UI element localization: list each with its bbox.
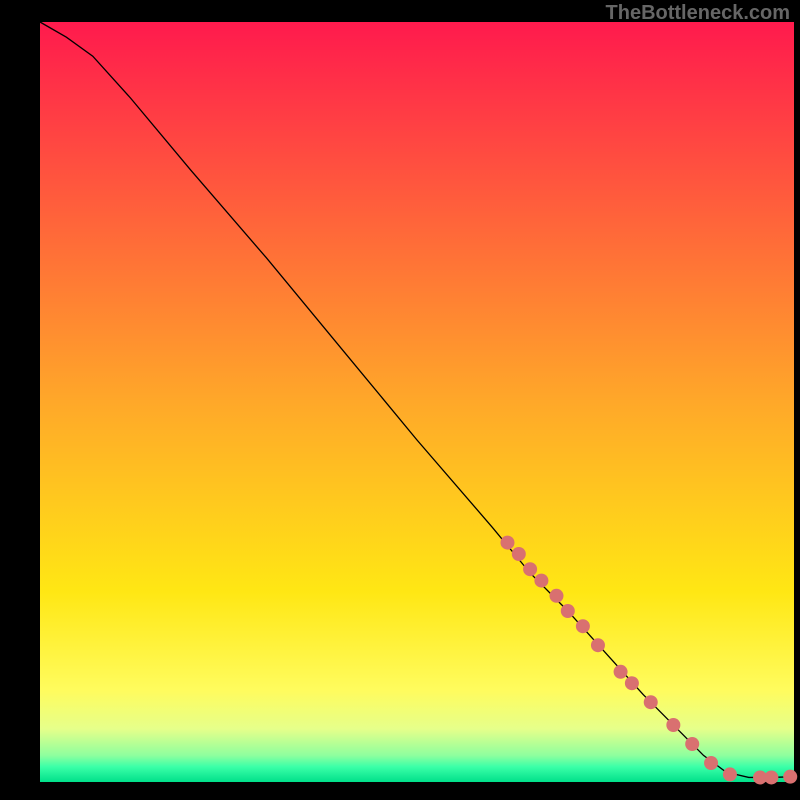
plot-area <box>40 22 794 782</box>
watermark-text: TheBottleneck.com <box>606 2 790 25</box>
marker-point <box>723 767 737 781</box>
marker-point <box>561 604 575 618</box>
marker-point <box>534 574 548 588</box>
marker-point <box>704 756 718 770</box>
marker-point <box>644 695 658 709</box>
marker-point <box>500 536 514 550</box>
marker-layer <box>500 536 797 785</box>
chart-svg <box>40 22 794 782</box>
marker-point <box>591 638 605 652</box>
marker-point <box>666 718 680 732</box>
marker-point <box>576 619 590 633</box>
chart-frame: { "watermark": { "text": "TheBottleneck.… <box>0 0 800 800</box>
marker-point <box>614 665 628 679</box>
marker-point <box>512 547 526 561</box>
marker-point <box>549 589 563 603</box>
marker-point <box>783 770 797 784</box>
marker-point <box>625 676 639 690</box>
marker-point <box>523 562 537 576</box>
marker-point <box>685 737 699 751</box>
chart-line <box>40 22 794 777</box>
marker-point <box>764 770 778 784</box>
